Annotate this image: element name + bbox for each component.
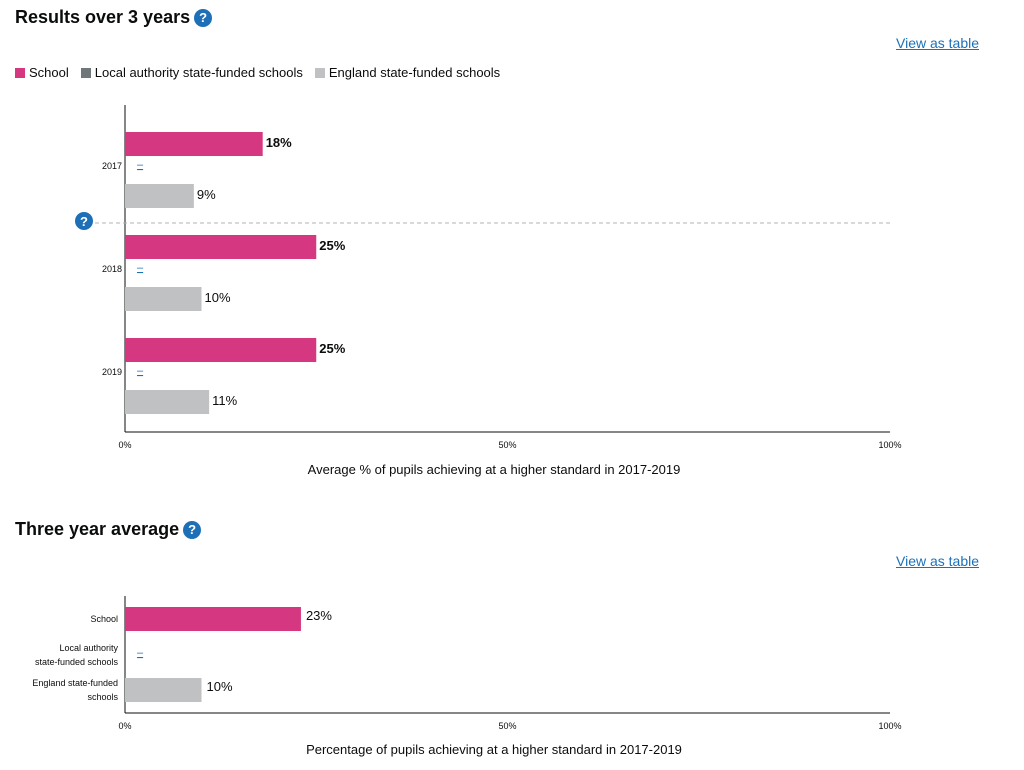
bar-england-average [125,678,202,702]
category-label: England state-funded [32,678,118,688]
category-label: 2019 [102,367,122,377]
section-title-text-2: Three year average [15,519,180,539]
data-label: 25% [319,341,345,356]
view-as-table-link-1[interactable]: View as table [896,35,980,51]
data-label: 18% [266,135,292,150]
data-label: 25% [319,238,345,253]
data-label: 10% [205,290,231,305]
category-label: School [90,614,118,624]
chart-legend: School Local authority state-funded scho… [15,65,500,80]
no-data-mark: – [137,159,144,171]
legend-item-la: Local authority state-funded schools [80,65,303,80]
question-icon-glyph: ? [80,214,88,229]
x-tick-label: 100% [878,721,901,731]
bar-england [125,287,202,311]
bar-school [125,338,317,362]
x-tick-label: 50% [498,440,516,450]
question-icon[interactable]: ? [194,8,213,27]
category-label: state-funded schools [35,657,119,667]
legend-item-england: England state-funded schools [314,65,501,80]
bar-england [125,184,194,208]
x-axis-label-2: Percentage of pupils achieving at a high… [306,742,682,757]
results-over-3-years-title: Results over 3 years ? [15,7,213,28]
legend-swatch-school [15,67,25,78]
no-data-mark: – [137,365,144,377]
data-label: 23% [306,608,332,623]
legend-label-la: Local authority state-funded schools [94,65,303,80]
legend-swatch-england [314,67,325,78]
x-tick-label: 100% [878,440,901,450]
question-icon[interactable] [75,212,93,230]
x-tick-label: 0% [118,721,131,731]
x-tick-label: 0% [118,440,131,450]
view-as-table-link-2[interactable]: View as table [896,553,980,569]
data-label: 9% [197,187,216,202]
legend-swatch-la [80,67,91,78]
bar-school [125,235,317,259]
category-label: Local authority [59,643,118,653]
category-label: 2018 [102,264,122,274]
bar-school [125,132,263,156]
legend-label-school: School [29,65,69,80]
bar-school-average [125,607,301,631]
data-label: 10% [207,679,233,694]
no-data-mark: – [137,262,144,274]
section-title-text: Results over 3 years [15,7,191,27]
question-icon[interactable]: ? [183,520,202,539]
category-label: 2017 [102,161,122,171]
x-tick-label: 50% [498,721,516,731]
data-label: 11% [212,393,237,408]
bar-england [125,390,210,414]
x-axis-label: Average % of pupils achieving at a highe… [308,462,681,477]
legend-label-england: England state-funded schools [328,65,501,80]
category-label: schools [87,692,118,702]
no-data-mark: – [137,647,144,659]
legend-item-school: School [15,65,69,80]
three-year-average-title: Three year average ? [15,519,202,540]
